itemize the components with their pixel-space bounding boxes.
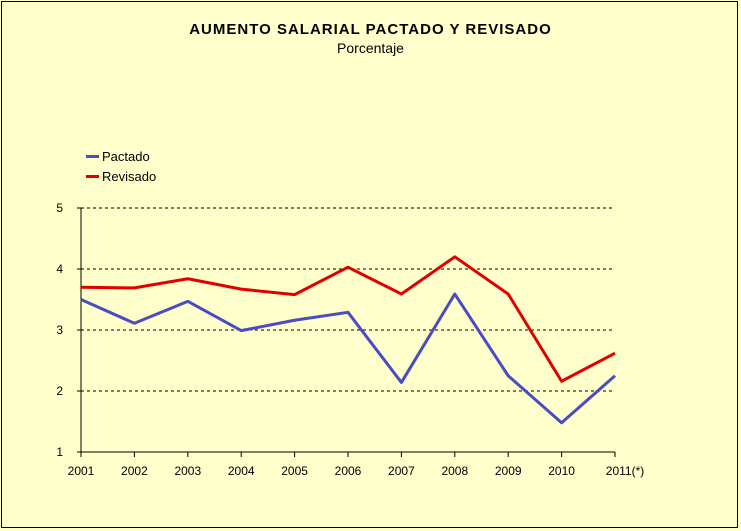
x-tick-label: 2006 <box>335 464 362 478</box>
y-tick-label: 5 <box>56 201 63 215</box>
chart-subtitle: Porcentaje <box>337 40 404 56</box>
y-tick-label: 1 <box>56 445 63 459</box>
series-line-revisado <box>80 255 616 383</box>
legend-label-pactado: Pactado <box>102 148 150 164</box>
x-tick-label: 2007 <box>388 464 415 478</box>
legend-item-pactado: Pactado <box>86 146 156 166</box>
legend-item-revisado: Revisado <box>86 166 156 186</box>
x-tick-label: 2003 <box>174 464 201 478</box>
chart-title: AUMENTO SALARIAL PACTADO Y REVISADO <box>189 21 552 38</box>
x-tick-label: 2002 <box>121 464 148 478</box>
x-tick-label: 2009 <box>495 464 522 478</box>
y-tick-label: 2 <box>56 384 63 398</box>
x-tick-label: 2008 <box>441 464 468 478</box>
x-tick-label: 2010 <box>548 464 575 478</box>
x-tick-label: 2005 <box>281 464 308 478</box>
x-tick-label: 2011(*) <box>606 464 644 478</box>
x-tick-label: 2001 <box>68 464 95 478</box>
y-tick-label: 3 <box>56 323 63 337</box>
series-line-pactado <box>80 292 616 425</box>
legend-label-revisado: Revisado <box>102 168 157 184</box>
y-tick-label: 4 <box>56 262 63 276</box>
legend-swatch-pactado <box>86 154 99 158</box>
legend: Pactado Revisado <box>86 146 156 186</box>
x-tick-label: 2004 <box>228 464 255 478</box>
legend-swatch-revisado <box>86 174 99 178</box>
